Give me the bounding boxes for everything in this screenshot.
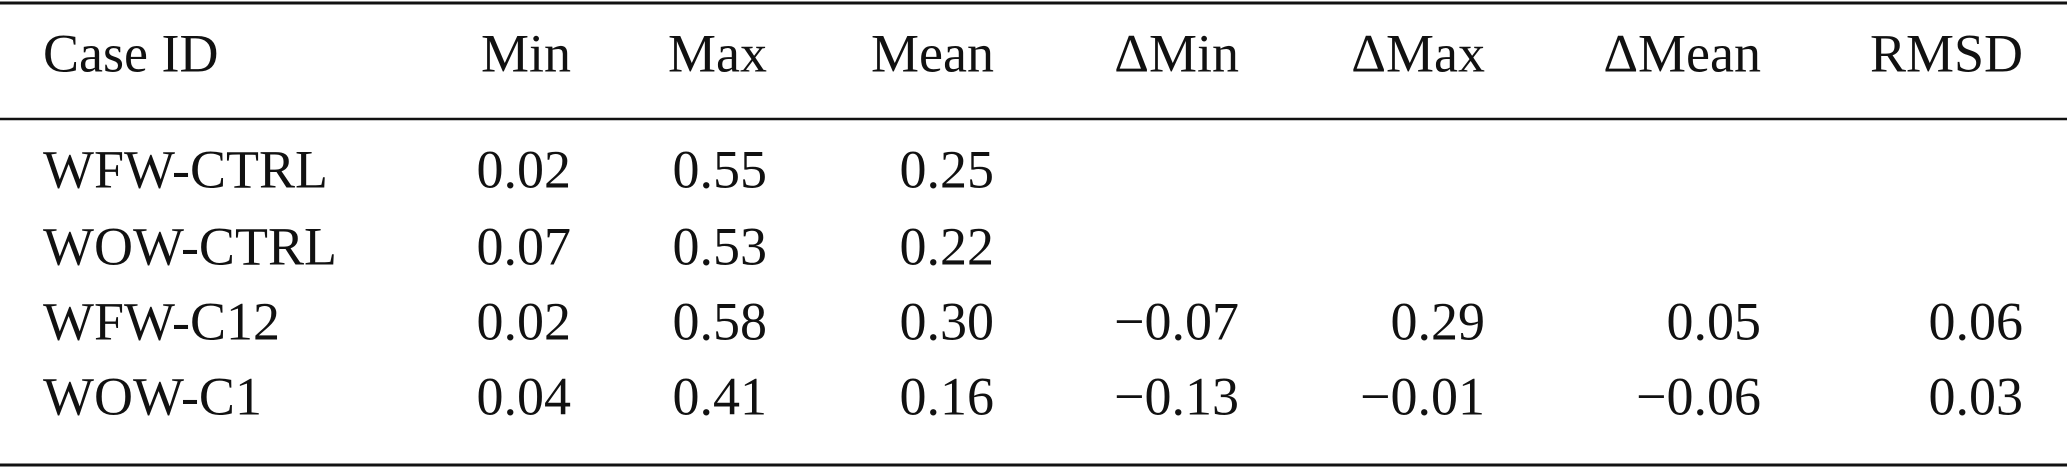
cell: 0.05 [1667,291,1762,351]
header-cell: ΔMin [1114,23,1239,83]
header-cell: RMSD [1870,23,2023,83]
cell: 0.29 [1391,291,1486,351]
cell: WOW-C1 [43,366,262,426]
cell: 0.41 [673,366,768,426]
cell: 0.07 [477,216,572,276]
cell: 0.55 [673,139,768,199]
header-cell: ΔMax [1351,23,1485,83]
cell: 0.03 [1929,366,2024,426]
cell: WFW-CTRL [43,139,328,199]
cell: 0.16 [900,366,995,426]
header-cell: Max [668,23,767,83]
cell: −0.01 [1360,366,1485,426]
header-cell: Case ID [43,23,218,83]
cell: 0.02 [477,139,572,199]
cell: 0.02 [477,291,572,351]
cell: 0.25 [900,139,995,199]
header-cell: Mean [871,23,994,83]
cell: WOW-CTRL [43,216,337,276]
header-cell: Min [481,23,571,83]
cell: 0.04 [477,366,572,426]
cell: 0.53 [673,216,768,276]
cell: −0.06 [1636,366,1761,426]
cell: 0.30 [900,291,995,351]
cell: 0.58 [673,291,768,351]
cell: −0.13 [1114,366,1239,426]
cell: −0.07 [1114,291,1239,351]
header-cell: ΔMean [1603,23,1761,83]
cell: WFW-C12 [43,291,280,351]
cell: 0.06 [1929,291,2024,351]
cell: 0.22 [900,216,995,276]
